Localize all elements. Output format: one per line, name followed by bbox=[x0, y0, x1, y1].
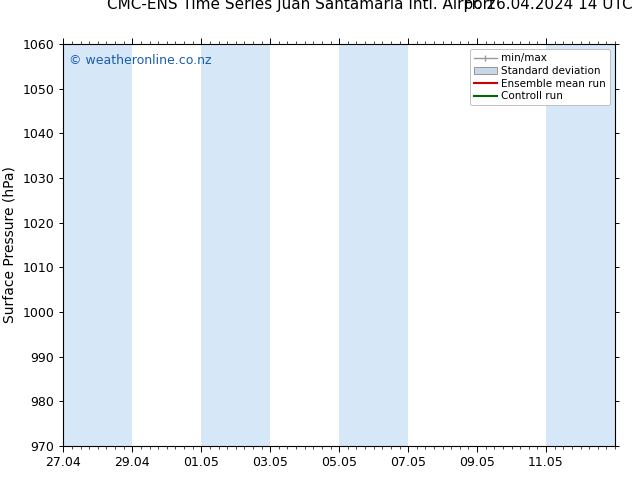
Y-axis label: Surface Pressure (hPa): Surface Pressure (hPa) bbox=[3, 167, 17, 323]
Bar bbox=[63, 44, 133, 446]
Text: Fr. 26.04.2024 14 UTC: Fr. 26.04.2024 14 UTC bbox=[465, 0, 633, 12]
Bar bbox=[546, 44, 615, 446]
Text: © weatheronline.co.nz: © weatheronline.co.nz bbox=[69, 54, 211, 67]
Legend: min/max, Standard deviation, Ensemble mean run, Controll run: min/max, Standard deviation, Ensemble me… bbox=[470, 49, 610, 105]
Bar bbox=[339, 44, 408, 446]
Text: CMC-ENS Time Series Juan Santamaría Intl. Airport: CMC-ENS Time Series Juan Santamaría Intl… bbox=[107, 0, 495, 12]
Bar bbox=[202, 44, 270, 446]
